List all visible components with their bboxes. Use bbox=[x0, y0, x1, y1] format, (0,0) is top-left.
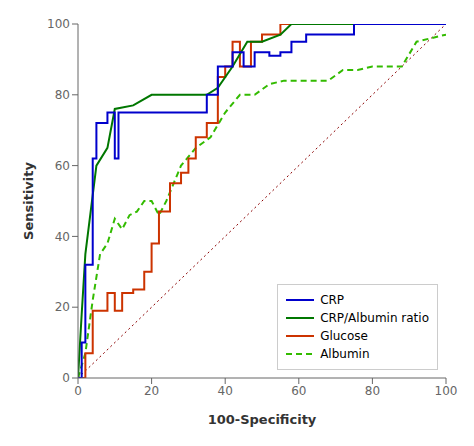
html-text:CRP/Albumin ratio: CRP/Albumin ratio bbox=[320, 311, 429, 325]
svg-text:40: 40 bbox=[218, 384, 233, 398]
svg-text:80: 80 bbox=[365, 384, 380, 398]
svg-text:0: 0 bbox=[74, 384, 82, 398]
svg-text:40: 40 bbox=[55, 230, 70, 244]
svg-text:20: 20 bbox=[55, 300, 70, 314]
svg-text:20: 20 bbox=[144, 384, 159, 398]
svg-text:80: 80 bbox=[55, 88, 70, 102]
html-text:Albumin: Albumin bbox=[320, 347, 370, 361]
svg-text:0: 0 bbox=[62, 371, 70, 385]
svg-text:60: 60 bbox=[291, 384, 306, 398]
svg-text:100: 100 bbox=[435, 384, 458, 398]
html-text:CRP: CRP bbox=[320, 293, 345, 307]
svg-text:100-Specificity: 100-Specificity bbox=[208, 412, 317, 427]
svg-text:60: 60 bbox=[55, 159, 70, 173]
html-text:Glucose: Glucose bbox=[320, 329, 368, 343]
svg-text:100: 100 bbox=[47, 17, 70, 31]
svg-text:Sensitivity: Sensitivity bbox=[21, 162, 36, 240]
